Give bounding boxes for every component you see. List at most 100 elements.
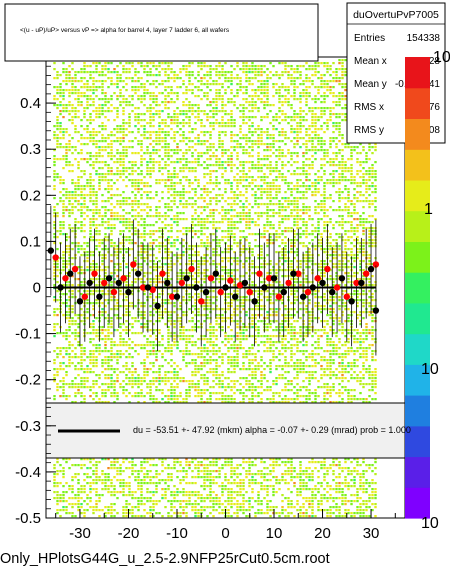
density-cell (107, 320, 110, 323)
density-cell (239, 503, 242, 506)
density-cell (53, 155, 56, 158)
density-cell (119, 101, 122, 104)
density-cell (128, 113, 131, 116)
density-cell (230, 398, 233, 401)
density-cell (227, 272, 230, 275)
density-cell (206, 242, 209, 245)
density-cell (173, 254, 176, 257)
density-cell (233, 122, 236, 125)
density-cell (62, 206, 65, 209)
density-cell (89, 155, 92, 158)
density-cell (74, 77, 77, 80)
density-cell (149, 71, 152, 74)
density-cell (152, 395, 155, 398)
density-cell (164, 146, 167, 149)
density-cell (230, 395, 233, 398)
density-cell (215, 68, 218, 71)
density-cell (233, 227, 236, 230)
density-cell (71, 284, 74, 287)
density-cell (185, 350, 188, 353)
density-cell (212, 332, 215, 335)
density-cell (203, 191, 206, 194)
density-cell (191, 155, 194, 158)
density-cell (194, 179, 197, 182)
density-cell (107, 473, 110, 476)
density-cell (179, 257, 182, 260)
density-cell (227, 197, 230, 200)
density-cell (110, 188, 113, 191)
density-cell (143, 131, 146, 134)
density-cell (95, 218, 98, 221)
density-cell (122, 470, 125, 473)
density-cell (53, 299, 56, 302)
density-cell (125, 485, 128, 488)
density-cell (227, 218, 230, 221)
density-cell (143, 509, 146, 512)
density-cell (128, 380, 131, 383)
density-cell (146, 374, 149, 377)
density-cell (197, 266, 200, 269)
density-cell (125, 305, 128, 308)
density-cell (248, 485, 251, 488)
density-cell (206, 254, 209, 257)
density-cell (245, 191, 248, 194)
density-cell (143, 248, 146, 251)
density-cell (227, 212, 230, 215)
density-cell (155, 80, 158, 83)
density-cell (212, 254, 215, 257)
density-cell (248, 473, 251, 476)
density-cell (101, 239, 104, 242)
density-cell (212, 470, 215, 473)
density-cell (65, 332, 68, 335)
density-cell (209, 506, 212, 509)
density-cell (209, 68, 212, 71)
density-cell (185, 341, 188, 344)
density-cell (59, 494, 62, 497)
density-cell (185, 338, 188, 341)
density-cell (254, 77, 257, 80)
density-cell (65, 80, 68, 83)
density-cell (251, 125, 254, 128)
density-cell (254, 323, 257, 326)
density-cell (131, 494, 134, 497)
density-cell (59, 332, 62, 335)
density-cell (98, 107, 101, 110)
density-cell (185, 515, 188, 518)
density-cell (194, 212, 197, 215)
density-cell (110, 506, 113, 509)
density-cell (131, 326, 134, 329)
density-cell (203, 197, 206, 200)
density-cell (212, 155, 215, 158)
density-cell (239, 392, 242, 395)
density-cell (179, 338, 182, 341)
density-cell (227, 275, 230, 278)
density-cell (62, 335, 65, 338)
density-cell (230, 494, 233, 497)
density-cell (128, 140, 131, 143)
density-cell (188, 308, 191, 311)
density-cell (251, 353, 254, 356)
density-cell (242, 212, 245, 215)
density-cell (194, 272, 197, 275)
density-cell (155, 389, 158, 392)
density-cell (89, 338, 92, 341)
density-cell (212, 290, 215, 293)
density-cell (200, 110, 203, 113)
density-cell (125, 503, 128, 506)
density-cell (83, 491, 86, 494)
density-cell (191, 509, 194, 512)
density-cell (233, 95, 236, 98)
density-cell (113, 371, 116, 374)
density-cell (83, 173, 86, 176)
density-cell (251, 251, 254, 254)
density-cell (218, 242, 221, 245)
density-cell (236, 305, 239, 308)
density-cell (80, 380, 83, 383)
density-cell (218, 146, 221, 149)
density-cell (230, 320, 233, 323)
density-cell (251, 167, 254, 170)
density-cell (194, 329, 197, 332)
density-cell (59, 470, 62, 473)
density-cell (251, 326, 254, 329)
density-cell (191, 182, 194, 185)
